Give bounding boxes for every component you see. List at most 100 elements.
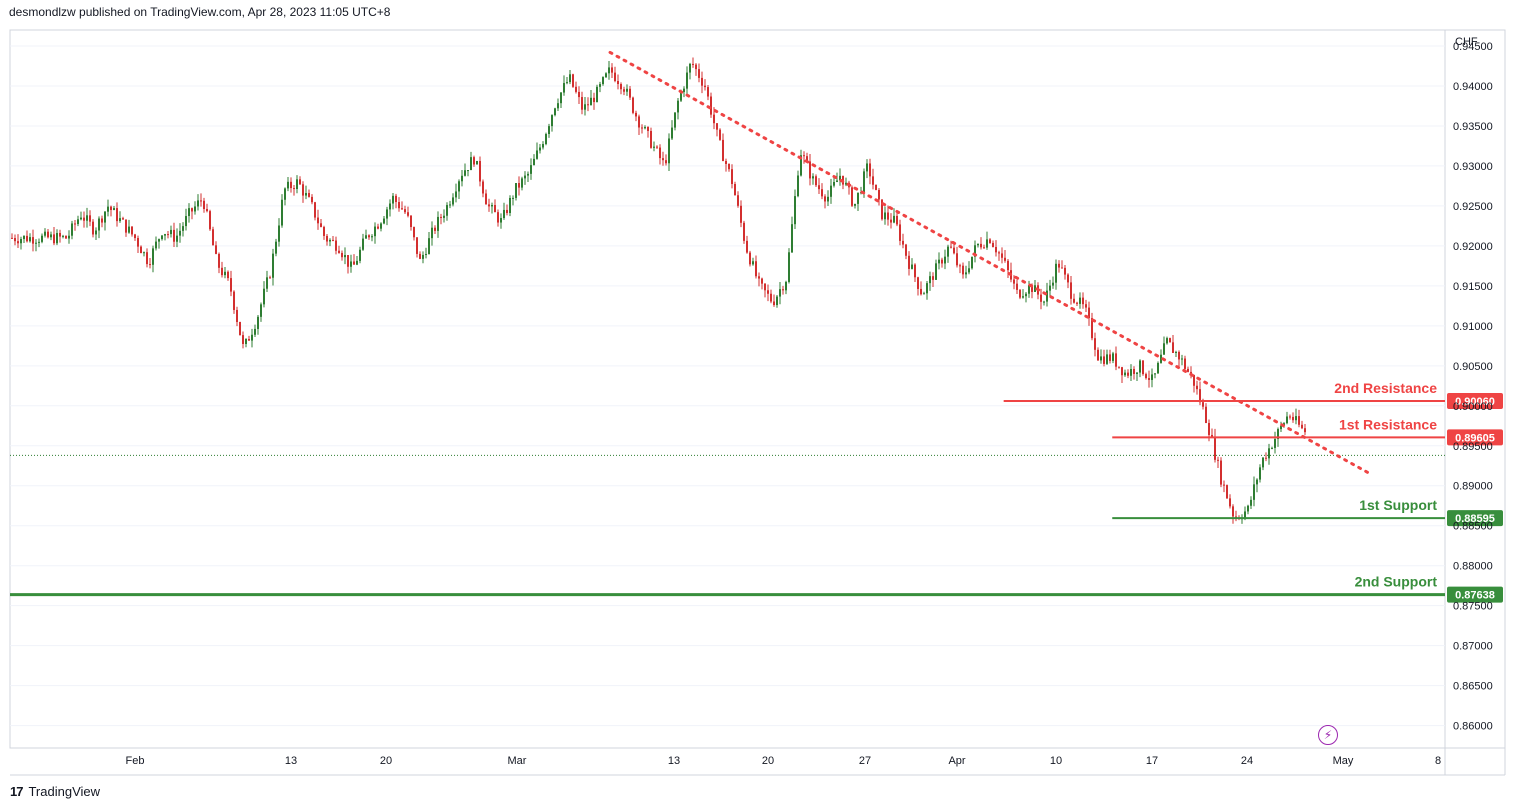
candle xyxy=(506,204,508,216)
candle xyxy=(1040,288,1042,310)
candle-body xyxy=(650,130,652,148)
candle-body xyxy=(134,234,136,239)
candle-body xyxy=(1001,253,1003,258)
candle xyxy=(773,294,775,307)
candle-body xyxy=(161,235,163,240)
candle-body xyxy=(452,197,454,205)
candle xyxy=(419,251,421,260)
candle-body xyxy=(26,235,28,242)
x-tick-label: 17 xyxy=(1146,755,1158,767)
candle xyxy=(749,250,751,267)
candle-body xyxy=(836,180,838,182)
candle-body xyxy=(254,328,256,335)
level-price-badge xyxy=(1447,510,1503,527)
candle xyxy=(542,141,544,150)
candle xyxy=(443,209,445,223)
candle-body xyxy=(788,252,790,282)
candle xyxy=(830,178,832,204)
candle xyxy=(230,270,232,297)
candle-body xyxy=(233,291,235,310)
candle-body xyxy=(98,218,100,231)
candle xyxy=(341,250,343,261)
candle-body xyxy=(1157,362,1159,374)
candle-body xyxy=(1046,290,1048,302)
candle-body xyxy=(1145,374,1147,379)
candle xyxy=(191,207,193,220)
candle xyxy=(413,226,415,241)
candle-body xyxy=(20,239,22,244)
candle xyxy=(695,63,697,76)
candle xyxy=(353,254,355,265)
candle xyxy=(1046,282,1048,307)
candle xyxy=(752,257,754,266)
candle-body xyxy=(1163,343,1165,355)
candle-body xyxy=(344,255,346,258)
candle xyxy=(1115,346,1117,371)
candle-body xyxy=(494,204,496,213)
candle-body xyxy=(965,272,967,275)
candle-body xyxy=(365,235,367,239)
candle xyxy=(221,261,223,278)
candle xyxy=(620,82,622,95)
candle xyxy=(800,149,802,177)
candle xyxy=(83,211,85,228)
candle-body xyxy=(680,91,682,101)
candle xyxy=(776,295,778,308)
candle-body xyxy=(221,267,223,276)
candle xyxy=(458,179,460,200)
candle xyxy=(989,238,991,244)
candle-body xyxy=(1172,342,1174,353)
candle-body xyxy=(824,196,826,202)
candle xyxy=(128,219,130,234)
candle xyxy=(158,238,160,249)
candle-body xyxy=(707,87,709,97)
candle-body xyxy=(143,252,145,254)
y-tick-label: 0.87000 xyxy=(1453,641,1493,653)
candle xyxy=(569,70,571,85)
candle-body xyxy=(1052,282,1054,286)
lightning-icon[interactable]: ⚡ xyxy=(1318,725,1338,745)
candle-body xyxy=(608,67,610,74)
candle xyxy=(74,219,76,231)
candle-body xyxy=(269,277,271,279)
candle xyxy=(1058,260,1060,273)
candle xyxy=(77,215,79,227)
candle-body xyxy=(65,235,67,239)
candle xyxy=(605,72,607,79)
candle-body xyxy=(1148,378,1150,380)
candle-body xyxy=(1130,368,1132,376)
candle xyxy=(656,145,658,150)
candle xyxy=(1079,292,1081,309)
candle-body xyxy=(119,218,121,222)
candle-body xyxy=(1031,284,1033,292)
candle xyxy=(764,283,766,298)
candle xyxy=(485,189,487,205)
candle-body xyxy=(974,245,976,257)
candle xyxy=(395,193,397,209)
candle xyxy=(1157,361,1159,374)
candle xyxy=(1253,476,1255,507)
candle-body xyxy=(1184,358,1186,369)
candle xyxy=(1052,276,1054,289)
support-level: 1st Support 0.88595 xyxy=(1112,497,1503,527)
y-tick-label: 0.94000 xyxy=(1453,81,1493,93)
candle-body xyxy=(989,239,991,243)
candle-body xyxy=(503,209,505,219)
candle-body xyxy=(563,83,565,93)
candle xyxy=(137,235,139,253)
candle-body xyxy=(890,219,892,223)
candle-body xyxy=(1229,498,1231,507)
candle xyxy=(389,199,391,217)
candle xyxy=(59,229,61,243)
candle xyxy=(146,248,148,268)
candle xyxy=(941,257,943,268)
candle-body xyxy=(572,74,574,87)
candle xyxy=(248,335,250,341)
candle-body xyxy=(1151,374,1153,380)
candle-body xyxy=(107,206,109,212)
candle-body xyxy=(1121,367,1123,376)
candle xyxy=(188,203,190,223)
candle xyxy=(944,249,946,270)
candle-body xyxy=(383,218,385,224)
